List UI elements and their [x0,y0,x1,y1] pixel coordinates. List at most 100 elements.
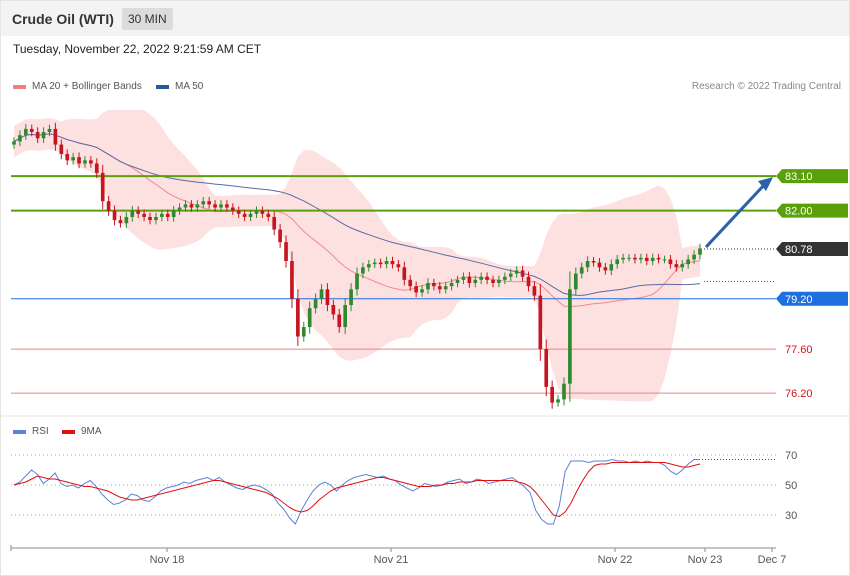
candle [65,149,70,166]
candle [639,253,643,264]
candle [59,139,64,160]
legend-9ma-label: 9MA [81,426,102,437]
candle-body [296,298,300,337]
candle-body [473,279,478,284]
candle-body [12,141,16,145]
candle [195,200,200,212]
candle [562,377,566,406]
candle [171,205,176,222]
candle-body [437,286,442,290]
candle-body [242,213,247,217]
candle [455,275,460,288]
candle-body [573,273,578,290]
candle-body [236,210,241,214]
candle [160,209,164,222]
candle [29,124,34,137]
legend-9ma-swatch [62,429,75,434]
level-tag-bg-82.00 [776,203,848,218]
candle [207,196,211,209]
candle-body [35,132,40,139]
candle [449,278,454,291]
candle-body [692,254,696,260]
candle-body [408,279,413,287]
candle-body [562,383,566,400]
candle-body [77,157,81,164]
candle [621,253,625,264]
candle-body [29,128,34,133]
candle-body [355,273,359,290]
candle [266,209,271,222]
candle-body [455,279,460,284]
x-tick-label: Nov 23 [688,554,723,566]
candle-body [520,270,525,277]
candle [414,281,418,298]
candle [124,212,129,228]
candle-body [544,349,549,387]
candle-body [662,259,667,261]
candle-body [615,259,620,265]
candle-body [390,261,395,265]
x-tick-label: Dec 7 [758,554,787,566]
candle [674,259,679,272]
candle [550,380,554,409]
candle [479,272,484,285]
legend-ma50-label: MA 50 [175,81,204,92]
candle [307,301,312,334]
candle-body [497,279,501,284]
candle [437,281,442,294]
level-tag-83.10: 83.10 [785,171,813,183]
candle [313,293,318,314]
candle [485,272,489,285]
candle [242,209,247,222]
candle [396,259,401,272]
candle [514,266,519,278]
candle-body [597,262,602,268]
candle-body [260,210,265,214]
candle [230,203,235,215]
candle [337,308,342,333]
candle [680,259,685,272]
interval-badge[interactable]: 30 MIN [122,8,173,30]
candle-body [325,289,330,306]
candle-body [177,207,182,211]
rsi-tick-30: 30 [785,510,797,522]
candle-body [213,204,217,208]
candle [508,269,513,281]
candle [443,281,448,294]
candle-body [18,135,22,142]
candle [47,124,52,137]
candle-body [254,210,259,214]
candle-body [414,286,418,293]
candle-body [106,201,111,211]
candle-body [491,279,495,284]
candle [165,209,170,222]
candle-body [301,327,306,337]
candle [384,256,389,269]
candle [71,152,75,165]
candle [94,158,99,179]
candle [627,254,631,262]
candle [331,299,336,320]
candle [585,256,590,273]
level-tag-80.78: 80.78 [785,244,813,256]
candle-body [449,283,454,287]
candle [644,253,649,266]
candle [355,267,359,296]
level-tag-76.20: 76.20 [785,388,813,400]
candle [633,253,637,264]
candle [272,211,277,236]
candle [420,285,424,297]
candle [213,200,217,212]
instrument-title: Crude Oil (WTI) [12,11,114,27]
candle [544,339,549,397]
candle-body [656,257,661,260]
candle [650,253,655,266]
candle [18,130,22,147]
candle-body [508,273,513,277]
candle-body [248,213,253,217]
candle-body [225,204,229,208]
candle [491,275,495,288]
candle [361,262,365,279]
candle-body [556,399,560,403]
candle-body [591,261,596,263]
